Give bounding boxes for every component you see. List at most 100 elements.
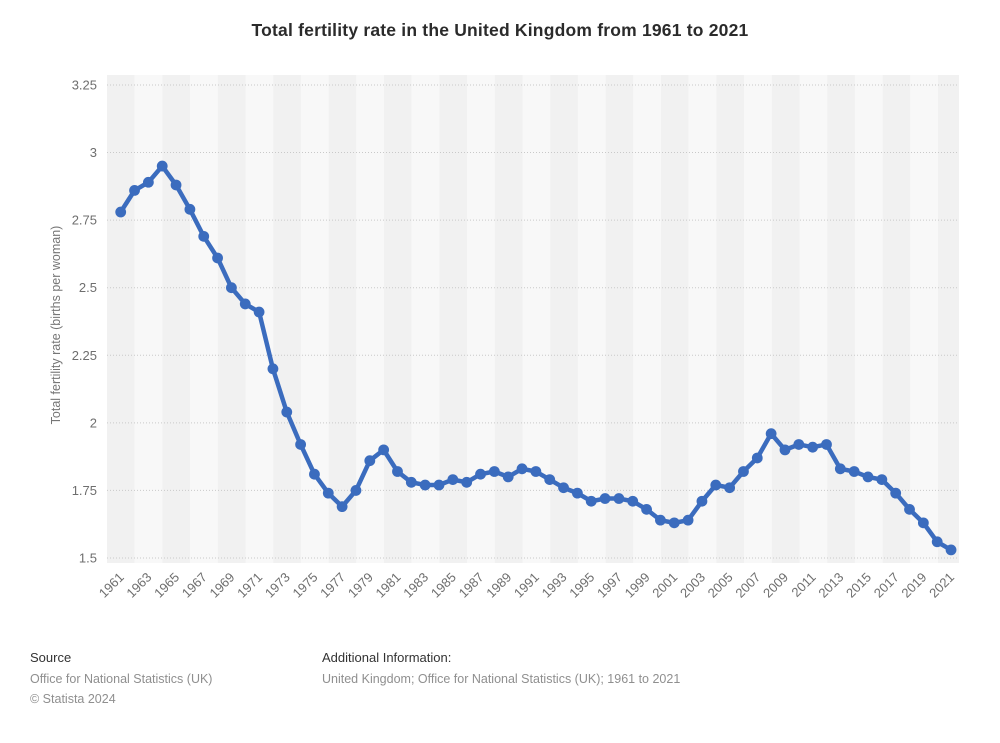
x-tick-labels: 1961196319651967196919711973197519771979… [96,570,957,601]
data-point[interactable] [475,468,486,480]
x-tick-label: 1973 [262,570,293,601]
data-point[interactable] [917,517,929,529]
data-point[interactable] [281,406,293,418]
data-point[interactable] [295,439,307,450]
data-point[interactable] [585,495,597,507]
data-point[interactable] [558,482,569,494]
data-point[interactable] [156,160,168,172]
data-point[interactable] [405,476,417,488]
data-point[interactable] [198,230,210,242]
x-tick-label: 1971 [234,570,265,601]
data-point[interactable] [779,444,791,456]
data-point[interactable] [599,493,611,504]
data-point[interactable] [821,439,832,450]
data-point[interactable] [433,479,445,491]
y-tick-label: 1.75 [72,483,97,498]
chart-stripe [439,75,468,563]
data-point[interactable] [350,485,362,496]
data-point[interactable] [115,206,127,218]
data-point[interactable] [544,474,556,486]
data-point[interactable] [212,252,223,264]
chart-stripe [938,75,959,563]
data-point[interactable] [807,441,819,453]
chart-stripe [716,75,745,563]
data-point[interactable] [226,282,237,294]
data-point[interactable] [876,474,888,486]
data-point[interactable] [834,463,846,475]
data-point[interactable] [765,428,777,440]
y-tick-label: 1.5 [79,551,97,566]
chart-stripe [107,75,135,563]
data-point[interactable] [267,363,279,375]
data-point[interactable] [682,514,694,526]
data-point[interactable] [724,482,736,494]
data-point[interactable] [641,503,652,515]
x-tick-label: 2001 [649,570,680,601]
x-tick-label: 2015 [843,570,874,601]
data-point[interactable] [751,452,763,464]
y-tick-label: 2 [90,415,97,430]
data-point[interactable] [364,455,376,467]
data-point[interactable] [738,466,749,477]
data-point[interactable] [184,203,196,215]
data-point[interactable] [931,536,943,548]
x-tick-label: 1965 [151,570,182,601]
chart-stripe [854,75,883,563]
chart-stripe [494,75,523,563]
y-tick-labels: 3.25 3 2.75 2.5 2.25 2 1.75 1.5 [72,77,97,565]
data-point[interactable] [239,298,251,310]
data-point[interactable] [170,179,182,191]
chart-stripe [799,75,828,563]
data-point[interactable] [461,476,473,488]
source-block: Source Office for National Statistics (U… [30,650,212,712]
data-points [115,160,957,556]
data-point[interactable] [890,487,902,499]
data-point[interactable] [668,517,680,529]
x-tick-label: 1963 [123,570,154,601]
data-point[interactable] [848,466,860,477]
data-point[interactable] [447,474,459,486]
data-point[interactable] [129,184,140,196]
data-point[interactable] [530,466,542,477]
additional-info-block: Additional Information: United Kingdom; … [322,650,680,692]
data-point[interactable] [253,306,265,318]
data-point[interactable] [696,495,708,507]
y-tick-label: 3 [90,145,97,160]
data-point[interactable] [571,487,583,499]
data-point[interactable] [378,444,390,456]
data-point[interactable] [336,501,348,513]
x-tick-label: 2017 [871,570,902,601]
data-point[interactable] [710,479,722,491]
chart-stripe [300,75,329,563]
data-point[interactable] [613,493,625,504]
chart-stripe [661,75,689,563]
x-tick-label: 1989 [483,570,514,601]
source-value: Office for National Statistics (UK) [30,672,213,686]
data-point[interactable] [627,495,639,507]
chart-stripe [771,75,800,563]
data-point[interactable] [793,439,805,450]
data-point[interactable] [502,471,514,483]
chart-stripe [467,75,495,563]
x-tick-label: 1999 [622,570,653,601]
data-point[interactable] [862,471,874,483]
data-point[interactable] [945,544,957,556]
x-tick-label: 1979 [345,570,376,601]
x-tick-label: 1967 [179,570,210,601]
chart-stripe [384,75,412,563]
data-point[interactable] [142,176,154,188]
chart-stripe [633,75,661,563]
y-tick-label: 2.75 [72,213,97,228]
data-point[interactable] [309,468,320,480]
x-tick-label: 1993 [539,570,570,601]
copyright-notice: © Statista 2024 [30,692,116,706]
data-point[interactable] [516,463,528,475]
additional-info-value: United Kingdom; Office for National Stat… [322,672,681,686]
data-point[interactable] [392,466,403,477]
data-point[interactable] [904,503,915,515]
data-point[interactable] [655,514,666,526]
data-point[interactable] [322,487,334,499]
data-point[interactable] [488,466,500,477]
data-point[interactable] [419,479,431,491]
